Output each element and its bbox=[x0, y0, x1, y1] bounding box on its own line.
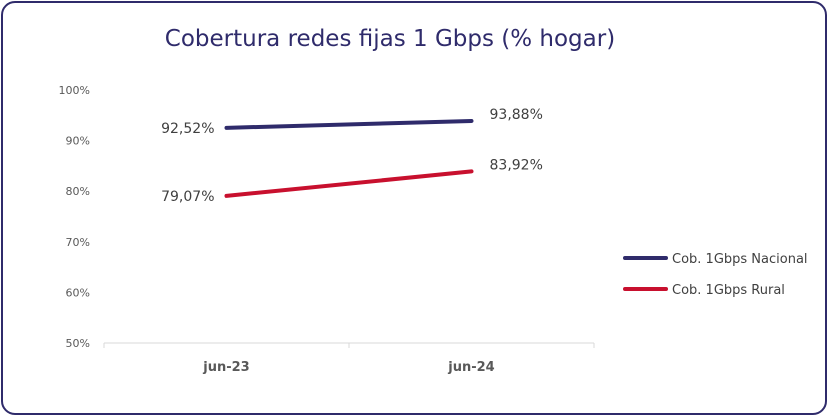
chart-title: Cobertura redes fijas 1 Gbps (% hogar) bbox=[164, 26, 616, 52]
legend-label: Cob. 1Gbps Rural bbox=[672, 283, 785, 298]
data-label: 83,92% bbox=[490, 157, 543, 173]
chart-frame bbox=[1, 1, 827, 415]
y-tick-label: 60% bbox=[66, 286, 90, 299]
y-tick-label: 90% bbox=[66, 135, 90, 148]
data-label: 93,88% bbox=[490, 107, 543, 123]
x-tick-label: jun-23 bbox=[202, 360, 249, 375]
legend-label: Cob. 1Gbps Nacional bbox=[672, 252, 808, 267]
y-tick-label: 100% bbox=[59, 84, 90, 97]
series-line-1 bbox=[224, 118, 474, 130]
y-tick-label: 80% bbox=[66, 185, 90, 198]
data-label: 79,07% bbox=[161, 189, 214, 205]
series-line-2 bbox=[224, 169, 474, 198]
y-tick-label: 70% bbox=[66, 236, 90, 249]
y-tick-label: 50% bbox=[66, 337, 90, 350]
x-tick-label: jun-24 bbox=[447, 360, 494, 375]
data-label: 92,52% bbox=[161, 121, 214, 137]
